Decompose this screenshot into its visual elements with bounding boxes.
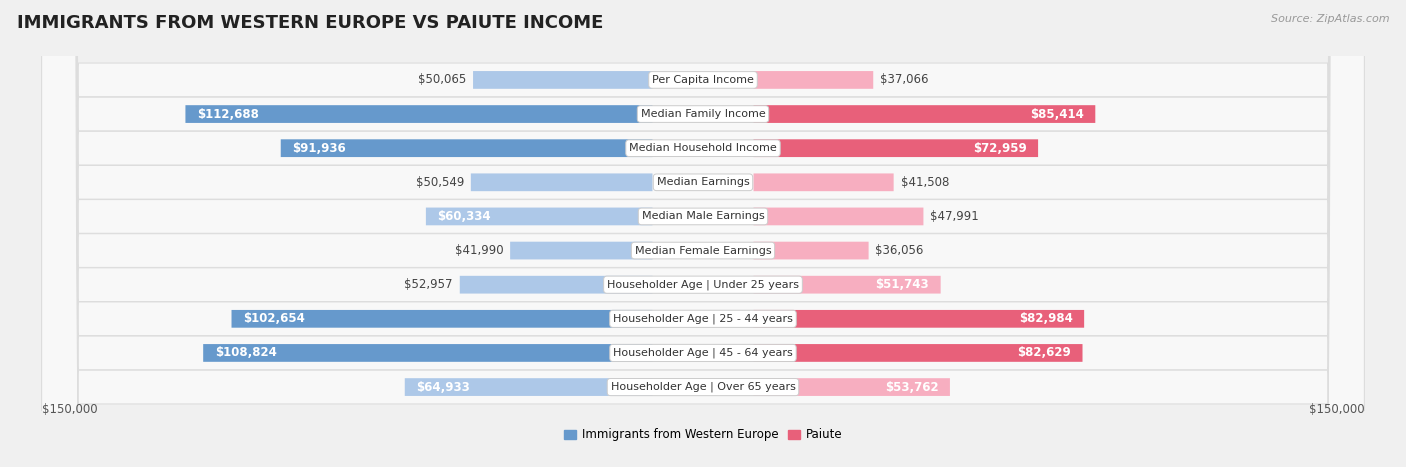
Text: $64,933: $64,933	[416, 381, 470, 394]
Text: $37,066: $37,066	[880, 73, 928, 86]
Text: Householder Age | Over 65 years: Householder Age | Over 65 years	[610, 382, 796, 392]
Text: Source: ZipAtlas.com: Source: ZipAtlas.com	[1271, 14, 1389, 24]
Text: $50,065: $50,065	[418, 73, 467, 86]
Text: $72,959: $72,959	[973, 142, 1026, 155]
FancyBboxPatch shape	[42, 0, 1364, 467]
Text: $82,629: $82,629	[1018, 347, 1071, 360]
FancyBboxPatch shape	[754, 310, 1084, 328]
FancyBboxPatch shape	[510, 242, 652, 260]
FancyBboxPatch shape	[754, 207, 924, 225]
Text: Median Female Earnings: Median Female Earnings	[634, 246, 772, 255]
FancyBboxPatch shape	[754, 378, 950, 396]
FancyBboxPatch shape	[754, 344, 1083, 362]
FancyBboxPatch shape	[42, 0, 1364, 467]
FancyBboxPatch shape	[42, 0, 1364, 467]
Text: $36,056: $36,056	[876, 244, 924, 257]
Text: Median Family Income: Median Family Income	[641, 109, 765, 119]
FancyBboxPatch shape	[42, 0, 1364, 467]
Text: Median Male Earnings: Median Male Earnings	[641, 212, 765, 221]
FancyBboxPatch shape	[42, 0, 1364, 467]
FancyBboxPatch shape	[281, 139, 652, 157]
FancyBboxPatch shape	[232, 310, 652, 328]
FancyBboxPatch shape	[42, 0, 1364, 467]
Text: $82,984: $82,984	[1019, 312, 1073, 325]
Text: Per Capita Income: Per Capita Income	[652, 75, 754, 85]
FancyBboxPatch shape	[754, 242, 869, 260]
FancyBboxPatch shape	[42, 0, 1364, 467]
Legend: Immigrants from Western Europe, Paiute: Immigrants from Western Europe, Paiute	[560, 424, 846, 446]
Text: Median Earnings: Median Earnings	[657, 177, 749, 187]
Text: $52,957: $52,957	[405, 278, 453, 291]
Text: $51,743: $51,743	[876, 278, 929, 291]
FancyBboxPatch shape	[42, 0, 1364, 467]
Text: Median Household Income: Median Household Income	[628, 143, 778, 153]
Text: Householder Age | 45 - 64 years: Householder Age | 45 - 64 years	[613, 348, 793, 358]
Text: $150,000: $150,000	[42, 403, 97, 416]
Text: Householder Age | Under 25 years: Householder Age | Under 25 years	[607, 279, 799, 290]
Text: $60,334: $60,334	[437, 210, 491, 223]
Text: Householder Age | 25 - 44 years: Householder Age | 25 - 44 years	[613, 313, 793, 324]
Text: $91,936: $91,936	[292, 142, 346, 155]
FancyBboxPatch shape	[754, 105, 1095, 123]
FancyBboxPatch shape	[186, 105, 652, 123]
FancyBboxPatch shape	[472, 71, 652, 89]
Text: $50,549: $50,549	[416, 176, 464, 189]
FancyBboxPatch shape	[204, 344, 652, 362]
FancyBboxPatch shape	[405, 378, 652, 396]
Text: $47,991: $47,991	[931, 210, 979, 223]
Text: $112,688: $112,688	[197, 107, 259, 120]
Text: $108,824: $108,824	[215, 347, 277, 360]
FancyBboxPatch shape	[754, 139, 1038, 157]
FancyBboxPatch shape	[42, 0, 1364, 467]
FancyBboxPatch shape	[471, 173, 652, 191]
Text: $150,000: $150,000	[1309, 403, 1364, 416]
FancyBboxPatch shape	[460, 276, 652, 294]
FancyBboxPatch shape	[426, 207, 652, 225]
FancyBboxPatch shape	[42, 0, 1364, 467]
Text: $53,762: $53,762	[884, 381, 938, 394]
FancyBboxPatch shape	[754, 71, 873, 89]
FancyBboxPatch shape	[754, 173, 894, 191]
Text: $41,990: $41,990	[454, 244, 503, 257]
Text: $85,414: $85,414	[1031, 107, 1084, 120]
FancyBboxPatch shape	[754, 276, 941, 294]
Text: $102,654: $102,654	[243, 312, 305, 325]
Text: $41,508: $41,508	[900, 176, 949, 189]
Text: IMMIGRANTS FROM WESTERN EUROPE VS PAIUTE INCOME: IMMIGRANTS FROM WESTERN EUROPE VS PAIUTE…	[17, 14, 603, 32]
